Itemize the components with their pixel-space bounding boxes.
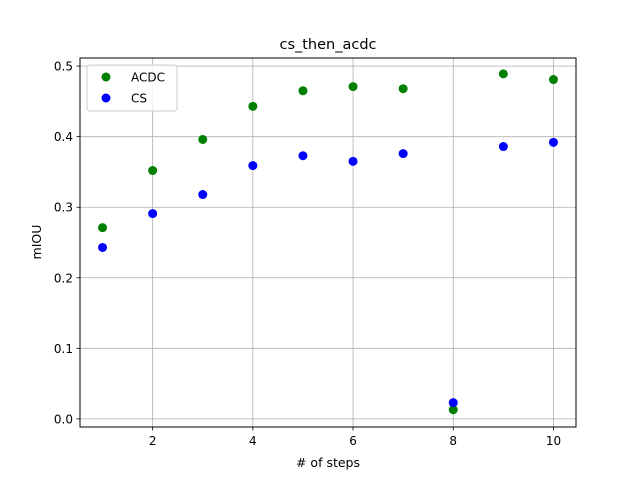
legend-label-acdc: ACDC xyxy=(131,71,165,85)
data-point-cs xyxy=(548,137,558,147)
legend: ACDC CS xyxy=(86,64,178,112)
data-point-cs xyxy=(298,151,308,161)
data-point-acdc xyxy=(398,84,408,94)
data-point-acdc xyxy=(498,69,508,79)
data-point-cs xyxy=(148,209,158,219)
data-point-cs xyxy=(448,398,458,408)
y-tick-label: 0.2 xyxy=(54,271,73,285)
data-point-cs xyxy=(98,242,108,252)
x-tick-label: 6 xyxy=(349,434,357,448)
data-point-acdc xyxy=(448,405,458,415)
x-tick-label: 4 xyxy=(249,434,257,448)
x-tick-label: 8 xyxy=(449,434,457,448)
legend-marker-cs xyxy=(101,93,111,103)
data-point-acdc xyxy=(298,86,308,96)
axis-ticks: 2 4 6 8 10 0.0 0.1 0.2 0.3 0.4 0.5 xyxy=(54,60,561,448)
data-point-cs xyxy=(498,142,508,152)
grid xyxy=(80,58,576,427)
data-point-acdc xyxy=(248,101,258,111)
data-point-cs xyxy=(248,161,258,171)
x-tick-label: 2 xyxy=(149,434,157,448)
y-tick-label: 0.0 xyxy=(54,412,73,426)
data-point-acdc xyxy=(198,134,208,144)
chart-title: cs_then_acdc xyxy=(279,37,376,53)
legend-marker-acdc xyxy=(101,72,111,82)
x-tick-label: 10 xyxy=(546,434,561,448)
data-point-cs xyxy=(348,156,358,166)
y-axis-label: mIOU xyxy=(29,225,44,260)
data-point-cs xyxy=(398,149,408,159)
data-points xyxy=(98,69,558,415)
series-cs xyxy=(98,137,558,408)
data-point-acdc xyxy=(348,82,358,92)
x-axis-label: # of steps xyxy=(296,455,360,470)
y-tick-label: 0.5 xyxy=(54,60,73,74)
data-point-acdc xyxy=(148,166,158,176)
legend-label-cs: CS xyxy=(131,92,147,106)
data-point-acdc xyxy=(98,223,108,233)
data-point-cs xyxy=(198,190,208,200)
plot-frame xyxy=(79,57,577,428)
y-tick-label: 0.1 xyxy=(54,342,73,356)
y-tick-label: 0.3 xyxy=(54,201,73,215)
data-point-acdc xyxy=(548,75,558,85)
y-tick-label: 0.4 xyxy=(54,130,73,144)
series-acdc xyxy=(98,69,558,415)
